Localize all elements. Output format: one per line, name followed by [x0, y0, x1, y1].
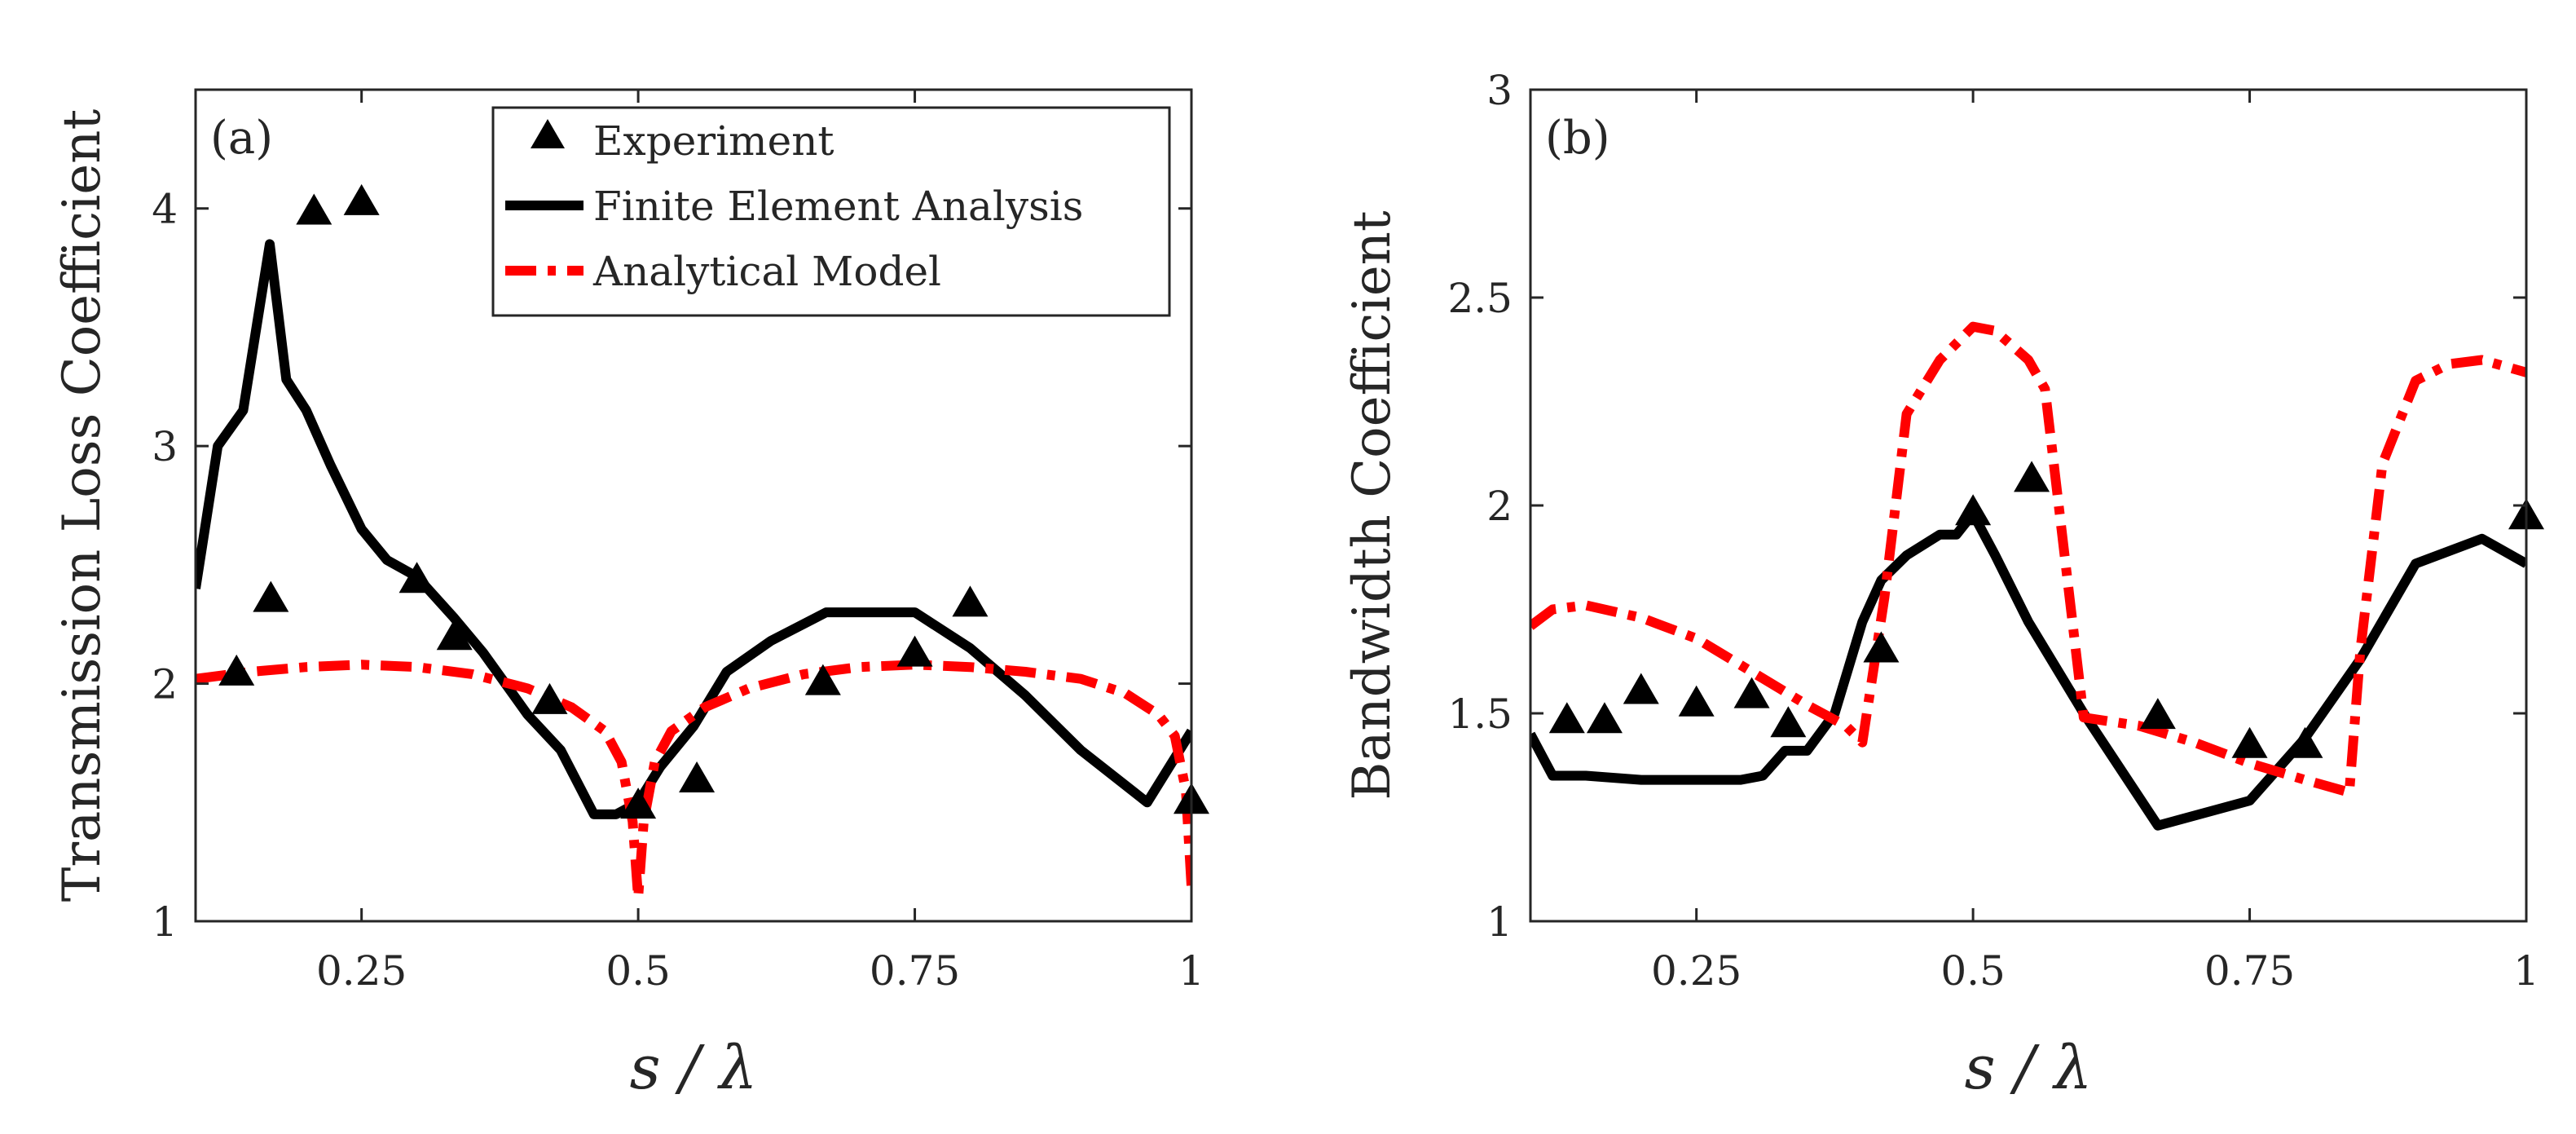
experiment-point-a — [531, 682, 568, 714]
panel-b-tag: (b) — [1545, 112, 1610, 165]
legend: Experiment Finite Element Analysis Analy… — [491, 106, 1171, 317]
experiment-point-b — [1770, 706, 1807, 738]
experiment-point-b — [1586, 702, 1623, 734]
experiment-point-a — [436, 619, 473, 651]
experiment-point-b — [1678, 685, 1715, 717]
legend-fea-label: Finite Element Analysis — [593, 183, 1083, 230]
y-tick-label-a: 1 — [152, 898, 178, 946]
plot-area-a — [196, 183, 1209, 902]
experiment-point-b — [1623, 673, 1659, 704]
y-tick-label-b: 2.5 — [1447, 275, 1513, 322]
experiment-point-b — [2139, 698, 2176, 730]
legend-box — [491, 106, 1171, 317]
experiment-point-a — [896, 635, 933, 667]
y-tick-label-a: 4 — [152, 186, 178, 233]
experiment-point-a — [679, 761, 716, 793]
experiment-point-b — [1955, 494, 1992, 526]
analytical-model-line-b — [1530, 321, 2526, 797]
y-tick-label-b: 3 — [1486, 67, 1513, 114]
x-tick-label-b: 0.75 — [2204, 947, 2295, 995]
experiment-point-a — [804, 664, 841, 695]
y-tick-label-b: 2 — [1486, 483, 1513, 530]
x-tick-label-a: 0.75 — [870, 947, 960, 995]
x-tick-label-a: 0.25 — [316, 947, 407, 995]
plot-area-b — [1530, 321, 2544, 831]
analytical-model-line-a — [196, 660, 1191, 902]
experiment-point-a — [620, 788, 657, 819]
experiment-point-a — [399, 562, 435, 593]
x-axis-title-a: s / λ — [630, 1033, 758, 1103]
y-axis-title-a: Transmission Loss Coefficient — [52, 109, 112, 902]
legend-analytical-label: Analytical Model — [592, 248, 941, 295]
x-tick-label-a: 1 — [1178, 947, 1204, 995]
experiment-point-b — [1863, 631, 1900, 663]
ticks-a: 0.25 0.5 0.75 1 1 2 3 4 — [152, 90, 1204, 995]
panel-a-tag: (a) — [210, 112, 273, 165]
y-axis-title-b: Bandwidth Coefficient — [1342, 210, 1402, 801]
experiment-point-b — [2287, 726, 2323, 758]
y-tick-label-a: 2 — [152, 661, 178, 708]
experiment-point-a — [952, 585, 989, 617]
axes-a-box — [194, 88, 1193, 923]
experiment-point-a — [343, 183, 380, 215]
y-tick-label-b: 1 — [1486, 898, 1513, 946]
y-tick-label-a: 3 — [152, 423, 178, 470]
ticks-b: 0.25 0.5 0.75 1 1 1.5 2 2.5 3 — [1447, 67, 2539, 995]
x-tick-label-b: 0.5 — [1940, 947, 2006, 995]
legend-experiment-marker — [531, 119, 565, 148]
y-tick-label-b: 1.5 — [1447, 691, 1513, 738]
panel-b: 0.25 0.5 0.75 1 1 1.5 2 2.5 3 (b) Bandwidth Coef… — [1342, 67, 2544, 1103]
x-tick-label-b: 0.25 — [1651, 947, 1742, 995]
legend-experiment-label: Experiment — [593, 117, 834, 165]
x-axis-title-b: s / λ — [1965, 1033, 2093, 1103]
experiment-point-a — [296, 193, 332, 225]
x-tick-label-b: 1 — [2513, 947, 2539, 995]
experiment-point-b — [1548, 702, 1585, 734]
experiment-point-b — [2014, 461, 2050, 492]
x-tick-label-a: 0.5 — [605, 947, 671, 995]
experiment-point-a — [218, 654, 255, 686]
experiment-point-b — [1733, 677, 1770, 708]
experiment-point-b — [2231, 726, 2268, 758]
panel-a: 0.25 0.5 0.75 1 1 2 3 4 (a) Transmission Loss C… — [52, 88, 1209, 1103]
experiment-point-a — [253, 580, 289, 612]
finite-element-analysis-line-a — [196, 239, 1191, 819]
